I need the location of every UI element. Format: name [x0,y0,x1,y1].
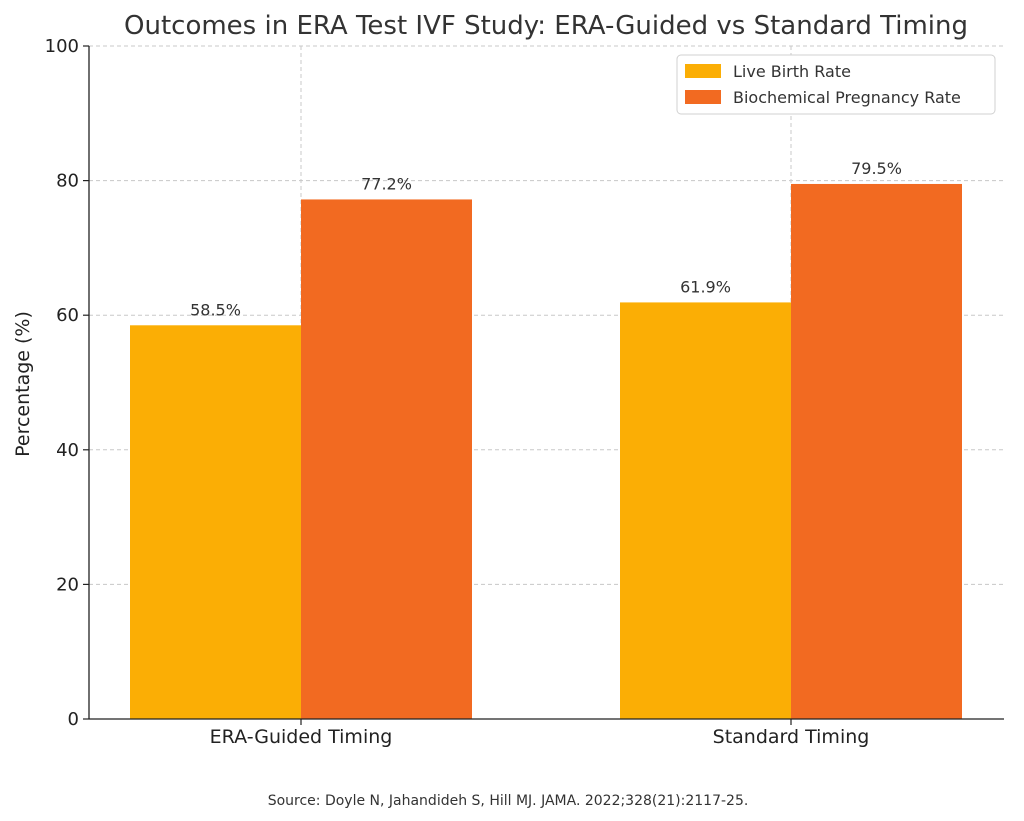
y-tick-label: 40 [56,440,79,461]
bars [130,183,962,720]
legend: Live Birth Rate Biochemical Pregnancy Rat… [676,54,996,115]
bar [620,302,791,719]
legend-swatch [685,64,721,78]
bar-value-label: 58.5% [190,300,241,319]
y-tick-label: 100 [45,36,79,57]
y-tick-label: 20 [56,574,79,595]
bar [301,199,472,720]
data-labels: 58.5% 61.9% 77.2% 79.5% [190,159,902,319]
y-tick-label: 60 [56,305,79,326]
y-tick-label: 80 [56,171,79,192]
legend-swatch [685,90,721,104]
y-axis-label: Percentage (%) [12,311,34,457]
x-tick-label: ERA-Guided Timing [210,726,393,748]
bar [791,183,962,720]
legend-label: Biochemical Pregnancy Rate [733,88,961,107]
legend-box [676,54,996,115]
axes: 0 20 40 60 80 100 ERA-Guided Timing Standard Ti… [45,36,1004,748]
bar-value-label: 77.2% [361,174,412,193]
y-tick-label: 0 [68,709,79,730]
bar-value-label: 79.5% [851,159,902,178]
bar-value-label: 61.9% [680,277,731,296]
x-tick-label: Standard Timing [713,726,870,748]
source-note: Source: Doyle N, Jahandideh S, Hill MJ. … [268,793,749,809]
bar [130,325,301,719]
chart-title: Outcomes in ERA Test IVF Study: ERA-Guid… [124,11,968,41]
legend-label: Live Birth Rate [733,62,851,81]
